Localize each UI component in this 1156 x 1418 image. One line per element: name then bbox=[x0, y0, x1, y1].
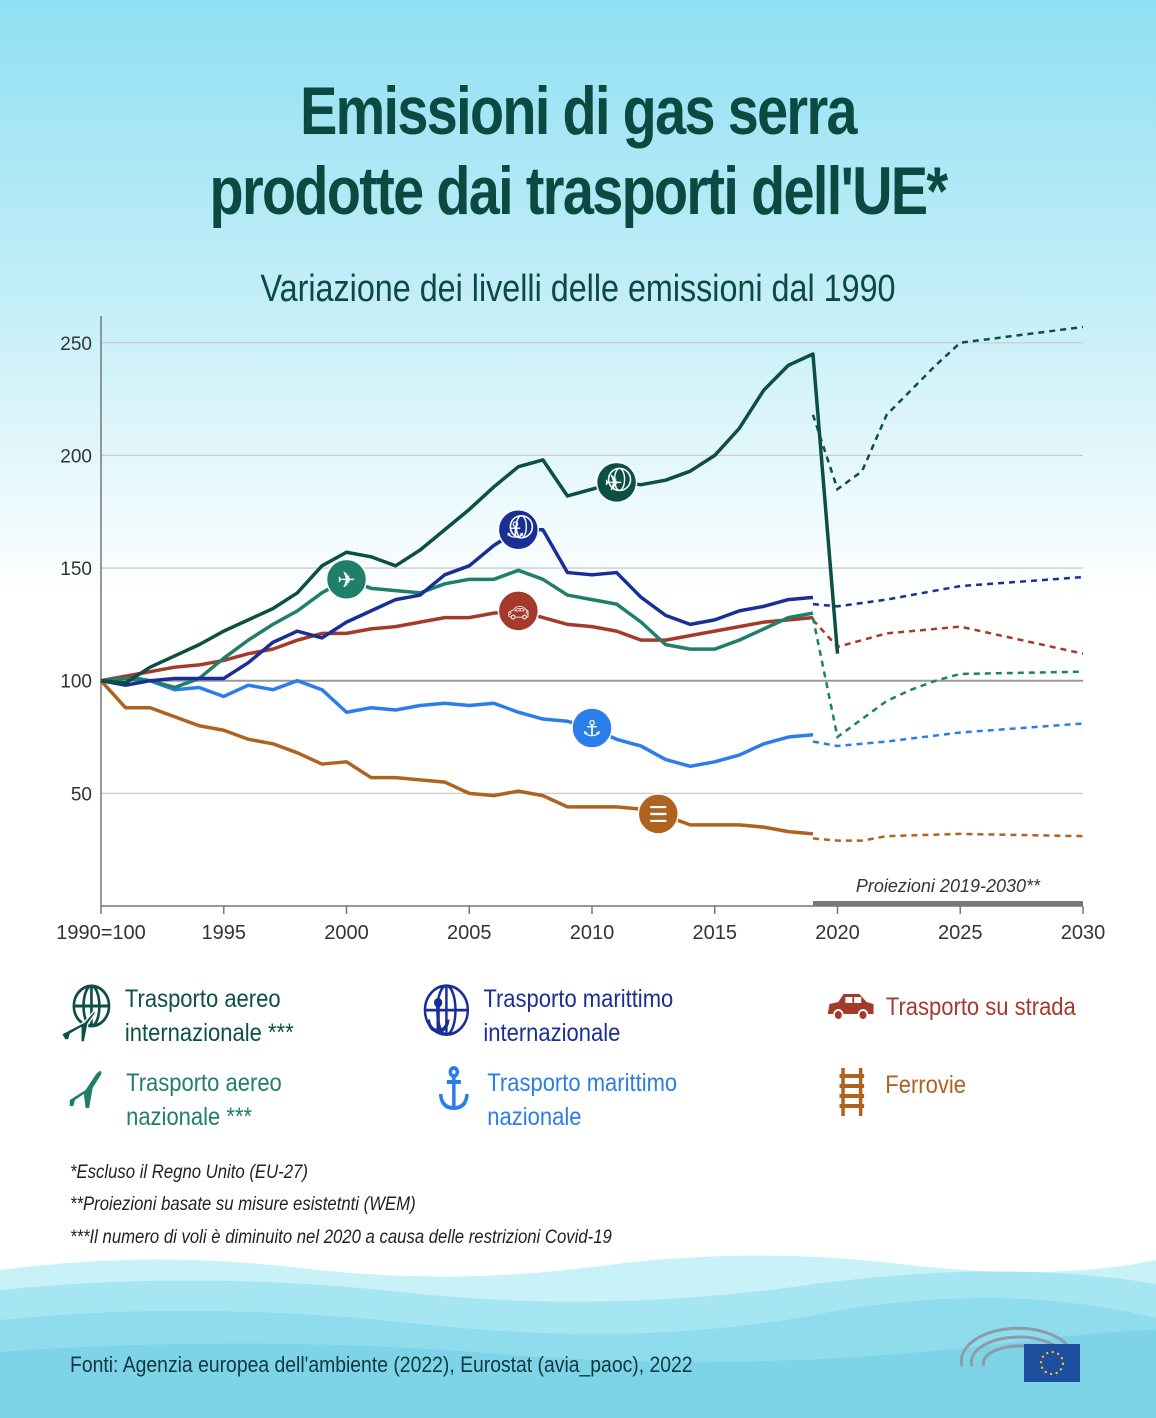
marker-circle bbox=[571, 707, 613, 749]
legend-item-intl-maritime: Trasporto marittimo internazionale bbox=[420, 982, 673, 1050]
footnote-1: *Escluso il Regno Unito (EU-27) bbox=[70, 1162, 308, 1183]
globe-shape bbox=[515, 515, 528, 539]
projection-line bbox=[812, 722, 1084, 748]
car-marker-icon: 🚗︎ bbox=[497, 590, 540, 632]
legend-label: Trasporto aereo bbox=[124, 985, 281, 1013]
legend-label: Trasporto marittimo bbox=[483, 985, 674, 1013]
legend-label: Ferrovie bbox=[885, 1071, 966, 1099]
series-line bbox=[100, 568, 814, 690]
y-tick-label: 100 bbox=[60, 672, 92, 693]
x-tick-label: 1990=100 bbox=[56, 922, 146, 944]
globe-anchor-icon bbox=[423, 984, 470, 1036]
x-tick-label: 2010 bbox=[570, 922, 615, 944]
y-tick-label: 250 bbox=[60, 334, 92, 355]
legend-label: Trasporto su strada bbox=[885, 993, 1076, 1021]
footnote-3: ***Il numero di voli è diminuito nel 202… bbox=[70, 1227, 612, 1248]
rail-marker-icon: ☰ bbox=[637, 793, 680, 835]
legend-label: Trasporto marittimo bbox=[487, 1069, 678, 1097]
x-tick-label: 2000 bbox=[324, 922, 369, 944]
projection-line bbox=[812, 575, 1084, 608]
plane-icon bbox=[69, 1071, 102, 1108]
x-tick-label: 2030 bbox=[1061, 922, 1106, 944]
y-tick-label: 200 bbox=[60, 446, 92, 467]
wave-decoration bbox=[0, 1255, 1156, 1418]
legend-label: Trasporto aereo bbox=[126, 1069, 282, 1097]
anchor-icon bbox=[438, 1066, 469, 1111]
legend-item-road: Trasporto su strada bbox=[826, 990, 1076, 1024]
series-line bbox=[100, 674, 814, 769]
title-line-1: Emissioni di gas serra bbox=[300, 73, 857, 149]
projection-line bbox=[812, 832, 1084, 842]
projection-line bbox=[811, 617, 1084, 740]
legend-item-dom-aviation: Trasporto aereo nazionale *** bbox=[68, 1066, 282, 1134]
marker-circle bbox=[497, 508, 540, 551]
car-icon bbox=[827, 994, 874, 1021]
legend-item-rail: Ferrovie bbox=[836, 1068, 966, 1116]
legend-label: nazionale *** bbox=[126, 1103, 253, 1131]
marker-glyph: ✈︎ bbox=[604, 471, 622, 496]
projection-bar bbox=[812, 901, 1083, 906]
legend-item-dom-maritime: Trasporto marittimo nazionale bbox=[438, 1066, 677, 1134]
anchor-marker-icon: ⚓︎ bbox=[571, 707, 613, 749]
line-chart: 50 100 150 200 250 1990=100 1995 2000 2005 2010 20… bbox=[56, 316, 1106, 944]
marker-glyph: 🚗︎ bbox=[507, 603, 530, 624]
series-line bbox=[100, 527, 814, 687]
globe-anchor-marker-icon: ⚓︎ bbox=[497, 508, 540, 551]
projection-label: Proiezioni 2019-2030** bbox=[856, 876, 1041, 896]
marker-glyph: ✈︎ bbox=[337, 568, 355, 593]
legend-item-intl-aviation: Trasporto aereo internazionale *** bbox=[58, 982, 294, 1050]
marker-circle bbox=[595, 461, 638, 504]
series-line bbox=[99, 679, 814, 836]
marker-glyph: ☰ bbox=[648, 803, 668, 828]
globe-plane-marker-icon: ✈︎ bbox=[595, 461, 638, 504]
y-tick-label: 50 bbox=[71, 784, 92, 805]
marker-glyph: ⚓︎ bbox=[505, 519, 525, 544]
footnote-2: **Proiezioni basate su misure esistetnti… bbox=[70, 1194, 416, 1215]
y-tick-label: 150 bbox=[60, 559, 92, 580]
marker-glyph: ⚓︎ bbox=[582, 717, 602, 742]
globe-shape bbox=[613, 467, 626, 492]
plane-marker-icon: ✈︎ bbox=[325, 558, 368, 601]
x-tick-label: 2020 bbox=[815, 922, 860, 944]
legend-label: internazionale *** bbox=[124, 1019, 294, 1047]
source-text: Fonti: Agenzia europea dell'ambiente (20… bbox=[70, 1352, 693, 1377]
marker-circle bbox=[637, 793, 680, 835]
x-tick-label: 2025 bbox=[938, 922, 983, 944]
x-tick-label: 1995 bbox=[202, 922, 247, 944]
projection-line bbox=[812, 619, 1084, 655]
marker-circle bbox=[325, 558, 368, 601]
series-line bbox=[100, 352, 840, 685]
marker-circle bbox=[497, 590, 540, 632]
x-tick-label: 2005 bbox=[447, 922, 492, 944]
legend-label: internazionale bbox=[483, 1019, 621, 1047]
projection-line bbox=[811, 325, 1084, 492]
rail-icon bbox=[839, 1068, 865, 1116]
globe-plane-icon bbox=[60, 984, 111, 1043]
european-parliament-logo bbox=[959, 1326, 1080, 1382]
subtitle: Variazione dei livelli delle emissioni d… bbox=[260, 268, 896, 310]
title-line-2: prodotte dai trasporti dell'UE* bbox=[209, 153, 949, 229]
x-tick-label: 2015 bbox=[693, 922, 738, 944]
legend-label: nazionale bbox=[487, 1103, 582, 1131]
